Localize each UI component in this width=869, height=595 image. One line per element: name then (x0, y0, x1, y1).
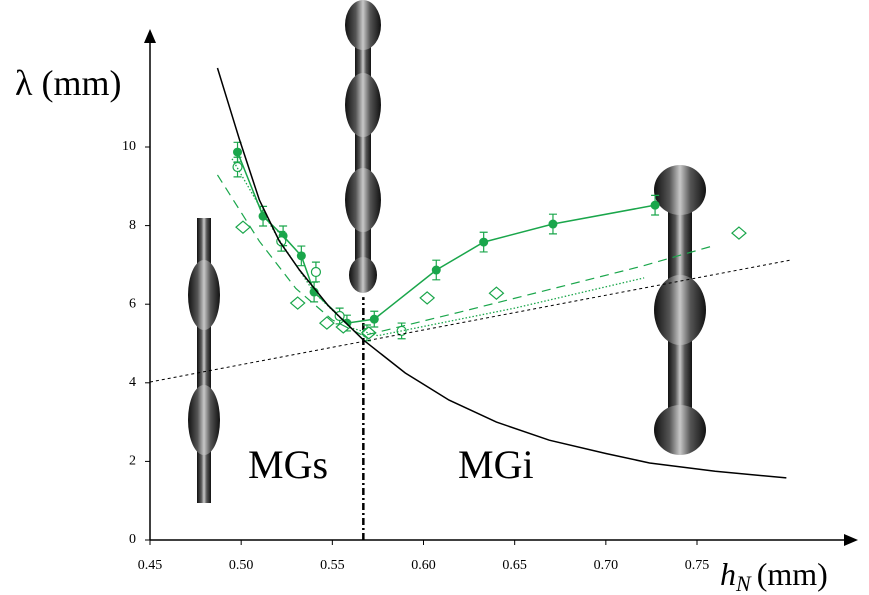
bead (654, 165, 706, 215)
bead (345, 73, 381, 137)
marker (431, 265, 441, 275)
bead (654, 405, 706, 455)
x-tick-label: 0.70 (594, 558, 619, 573)
marker (360, 326, 377, 340)
marker (318, 316, 335, 330)
x-label-unit: (mm) (757, 556, 828, 592)
x-tick-label: 0.65 (502, 558, 527, 573)
marker (731, 226, 747, 240)
line (216, 174, 716, 337)
x-tick-label: 0.55 (320, 558, 345, 573)
bead (654, 275, 706, 345)
x-axis-label: hN (mm) (720, 556, 828, 595)
bead (345, 168, 381, 232)
y-axis-label: λ (mm) (15, 63, 121, 103)
marker (289, 296, 306, 310)
y-axis-arrow (144, 29, 156, 43)
x-axis-arrow (844, 534, 858, 546)
x-label-subscript: N (735, 571, 752, 595)
line (216, 67, 787, 479)
y-tick-label: 2 (129, 454, 136, 469)
marker (232, 161, 243, 173)
marker (258, 211, 268, 221)
x-label-symbol: h (720, 556, 736, 592)
marker (479, 237, 489, 247)
x-tick-label: 0.50 (229, 558, 254, 573)
marker (233, 147, 243, 157)
y-tick-label: 8 (129, 218, 136, 233)
line (149, 259, 791, 383)
jet-photos (188, 0, 706, 503)
marker (296, 251, 306, 261)
bead (349, 257, 377, 293)
marker (419, 291, 436, 305)
marker (310, 266, 322, 278)
y-tick-label: 10 (122, 139, 136, 154)
marker (650, 200, 660, 210)
y-tick-label: 4 (129, 375, 136, 390)
marker (235, 220, 251, 234)
x-tick-label: 0.75 (685, 558, 710, 573)
jet-photo-middle (355, 8, 371, 290)
x-tick-label: 0.60 (411, 558, 436, 573)
x-tick-label: 0.45 (138, 558, 163, 573)
marker (369, 314, 379, 324)
marker (548, 219, 558, 229)
y-tick-label: 0 (129, 532, 136, 547)
bead (188, 260, 220, 330)
bead (188, 385, 220, 455)
marker (488, 286, 505, 300)
bead (345, 0, 381, 50)
region-label: MGi (458, 442, 534, 487)
y-tick-label: 6 (129, 296, 136, 311)
region-label: MGs (248, 442, 328, 487)
